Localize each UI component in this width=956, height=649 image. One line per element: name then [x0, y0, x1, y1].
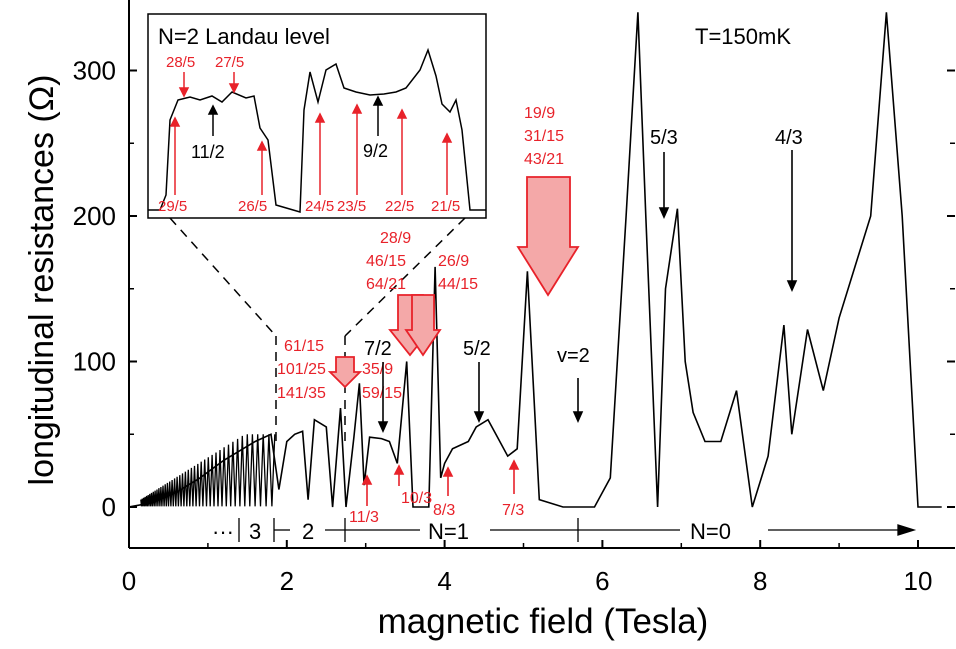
low-field-oscillations: [140, 434, 276, 507]
label-35-9: 35/9: [362, 361, 393, 378]
inset-red-annotations: 28/5 27/5 29/5 26/5 24/5 23/5 22/5 21/5: [158, 54, 460, 215]
x-axis-label: magnetic field (Tesla): [378, 602, 709, 641]
label-28-9: 28/9: [380, 230, 411, 247]
landau-level-bar: [238, 518, 917, 542]
label-11-3: 11/3: [349, 509, 379, 526]
x-tick-label: 2: [280, 566, 294, 596]
label-28-5: 28/5: [166, 54, 195, 71]
label-26-5: 26/5: [238, 198, 267, 215]
arrowhead-7-3: [508, 459, 520, 470]
label-7-2: 7/2: [364, 338, 392, 360]
big-arrow-26-9: [404, 294, 442, 357]
x-tick-label: 10: [904, 566, 933, 596]
oscillation-trace: [140, 434, 276, 507]
arrowhead-27-5: [228, 83, 240, 94]
label-9-2: 9/2: [363, 141, 388, 161]
label-24-5: 24/5: [305, 198, 334, 215]
zoom-line-left: [169, 217, 277, 337]
label-23-5: 23/5: [337, 198, 366, 215]
label-5-3: 5/3: [650, 127, 678, 149]
label-19-9: 19/9: [524, 105, 555, 122]
label-22-5: 22/5: [385, 198, 414, 215]
big-arrow-61-15: [327, 356, 363, 389]
x-tick-label: 6: [595, 566, 609, 596]
axes: [128, 0, 955, 549]
x-tick-label: 0: [122, 566, 136, 596]
series-line: [129, 12, 942, 508]
landau-n0: N=0: [690, 519, 731, 544]
label-43-21: 43/21: [524, 151, 564, 168]
label-64-21: 64/21: [366, 276, 406, 293]
arrowhead-9-2: [372, 95, 384, 106]
label-4-3: 4/3: [775, 127, 803, 149]
arrowhead-7-2: [377, 421, 389, 433]
landau-n1: N=1: [428, 519, 469, 544]
arrowhead-11-2: [207, 104, 219, 115]
zoom-line-right: [344, 217, 466, 337]
label-141-35: 141/35: [277, 385, 326, 402]
arrowhead-v2: [572, 411, 584, 423]
inset-red-arrows: [169, 72, 453, 195]
x-tick-label: 8: [753, 566, 767, 596]
y-tick-label: 0: [102, 492, 116, 522]
main-black-arrows: [377, 150, 798, 433]
temperature-label: T=150mK: [695, 24, 791, 49]
label-8-3: 8/3: [433, 502, 455, 519]
main-red-arrows: [361, 459, 520, 506]
inset-trace: [148, 47, 486, 213]
arrowhead-23-5: [351, 103, 363, 114]
label-101-25: 101/25: [277, 361, 326, 378]
label-5-2: 5/2: [463, 338, 491, 360]
arrowhead-8-3: [442, 466, 454, 477]
landau-arrowhead: [897, 524, 917, 536]
big-arrow-19-9: [516, 176, 580, 297]
label-61-15: 61/15: [284, 338, 324, 355]
arrowhead-24-5: [314, 112, 326, 123]
label-44-15: 44/15: [438, 276, 478, 293]
label-27-5: 27/5: [215, 54, 244, 71]
arrowhead-28-5: [178, 87, 190, 98]
landau-2: 2: [302, 519, 314, 544]
label-31-15: 31/15: [524, 128, 564, 145]
landau-dots: ···: [212, 519, 234, 544]
label-26-9: 26/9: [438, 253, 469, 270]
label-29-5: 29/5: [158, 198, 187, 215]
y-tick-label: 100: [73, 347, 116, 377]
x-tick-label: 4: [437, 566, 451, 596]
arrowhead-5-2: [473, 411, 485, 423]
big-pink-arrows: [327, 176, 580, 389]
arrowhead-10-3: [393, 464, 405, 475]
y-tick-label: 300: [73, 56, 116, 86]
arrowhead-11-3: [361, 474, 373, 485]
label-7-3: 7/3: [502, 502, 524, 519]
arrowhead-5-3: [658, 207, 670, 219]
landau-3: 3: [249, 519, 261, 544]
arrowhead-21-5: [441, 132, 453, 143]
inset-panel: N=2 Landau level: [147, 13, 487, 219]
label-v2: v=2: [557, 345, 590, 367]
label-10-3: 10/3: [401, 490, 432, 507]
label-21-5: 21/5: [431, 198, 460, 215]
landau-labels: ··· 3 2 N=1 N=0: [212, 519, 731, 544]
label-59-15: 59/15: [362, 385, 402, 402]
inset-title: N=2 Landau level: [158, 24, 330, 49]
y-axis-label: longitudinal resistances (Ω): [23, 75, 61, 486]
main-red-annotations: 61/15 101/25 141/35 35/9 59/15 28/9 46/1…: [277, 105, 564, 526]
arrowhead-22-5: [396, 108, 408, 119]
main-black-labels: 7/2 5/2 v=2 5/3 4/3: [364, 127, 803, 367]
label-11-2: 11/2: [191, 142, 225, 162]
arrowhead-29-5: [169, 116, 181, 127]
arrowhead-26-5: [256, 140, 268, 151]
arrowhead-4-3: [786, 280, 798, 292]
inset-black-annotations: [207, 95, 384, 136]
inset-frame: [147, 13, 487, 219]
label-46-15: 46/15: [366, 253, 406, 270]
y-tick-label: 200: [73, 201, 116, 231]
